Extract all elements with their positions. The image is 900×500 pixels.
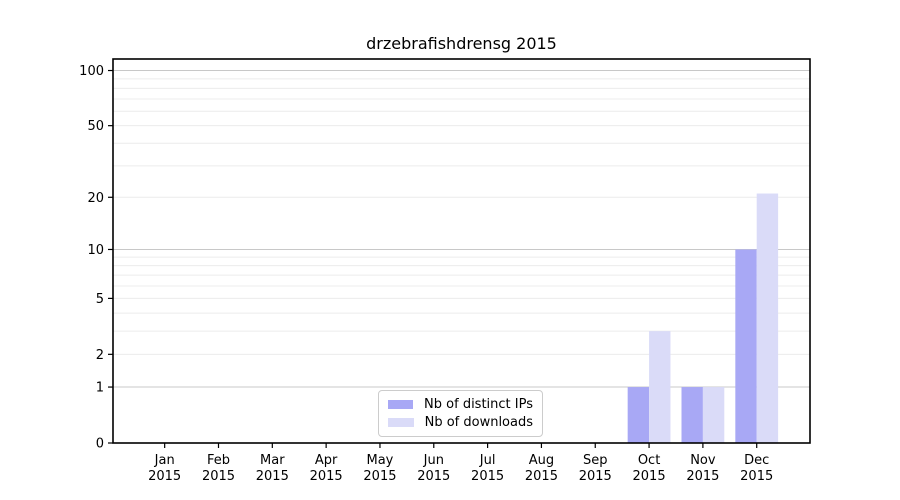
- x-tick-year-label: 2015: [256, 469, 289, 484]
- y-tick-label: 2: [96, 348, 104, 363]
- legend: Nb of distinct IPs Nb of downloads: [378, 390, 543, 437]
- legend-swatch-distinct-ips: [388, 400, 414, 409]
- legend-item-distinct-ips: Nb of distinct IPs: [388, 398, 533, 411]
- chart-title: drzebrafishdrensg 2015: [366, 34, 557, 53]
- axes-spines: [112, 58, 811, 444]
- y-tick-label: 0: [96, 437, 104, 452]
- x-tick-month-label: Jun: [423, 453, 444, 468]
- minor-gridlines: [113, 78, 810, 355]
- x-tick-year-label: 2015: [633, 469, 666, 484]
- x-tick-month-label: Sep: [583, 453, 608, 468]
- y-tick-label: 5: [96, 292, 104, 307]
- y-axis-ticks: 0 1 2 5 10 20 50 100: [79, 64, 113, 452]
- x-tick-year-label: 2015: [310, 469, 343, 484]
- x-tick-year-label: 2015: [686, 469, 719, 484]
- x-tick-month-label: Aug: [529, 453, 554, 468]
- x-axis-ticks: Jan2015Feb2015Mar2015Apr2015May2015Jun20…: [148, 443, 773, 484]
- x-tick-year-label: 2015: [471, 469, 504, 484]
- y-tick-label: 50: [87, 119, 104, 134]
- legend-label-distinct-ips: Nb of distinct IPs: [424, 397, 533, 412]
- x-tick-year-label: 2015: [417, 469, 450, 484]
- legend-swatch-downloads: [388, 418, 414, 427]
- y-tick-label: 1: [96, 381, 104, 396]
- x-tick-year-label: 2015: [525, 469, 558, 484]
- x-tick-year-label: 2015: [579, 469, 612, 484]
- bars: [627, 193, 779, 443]
- x-tick-year-label: 2015: [363, 469, 396, 484]
- x-tick-month-label: May: [367, 453, 394, 468]
- legend-item-downloads: Nb of downloads: [388, 416, 533, 429]
- x-tick-month-label: Mar: [260, 453, 285, 468]
- bar-downloads-nov: [702, 387, 725, 443]
- major-gridlines: [113, 70, 810, 388]
- bar-distinct-ips-oct: [627, 387, 650, 443]
- y-tick-label: 20: [87, 191, 104, 206]
- x-tick-month-label: Apr: [315, 453, 338, 468]
- x-tick-month-label: Nov: [690, 453, 716, 468]
- x-tick-month-label: Dec: [744, 453, 769, 468]
- x-tick-month-label: Feb: [207, 453, 230, 468]
- x-tick-year-label: 2015: [202, 469, 235, 484]
- legend-label-downloads: Nb of downloads: [424, 415, 533, 430]
- y-tick-label: 10: [87, 243, 104, 258]
- x-tick-month-label: Jan: [154, 453, 175, 468]
- bar-distinct-ips-dec: [735, 249, 757, 443]
- bar-downloads-oct: [649, 331, 671, 443]
- x-tick-month-label: Jul: [479, 453, 496, 468]
- x-tick-year-label: 2015: [148, 469, 181, 484]
- y-tick-label: 100: [79, 64, 104, 79]
- bar-distinct-ips-nov: [681, 387, 703, 443]
- x-tick-month-label: Oct: [638, 453, 660, 468]
- x-tick-year-label: 2015: [740, 469, 773, 484]
- bar-downloads-dec: [756, 193, 779, 443]
